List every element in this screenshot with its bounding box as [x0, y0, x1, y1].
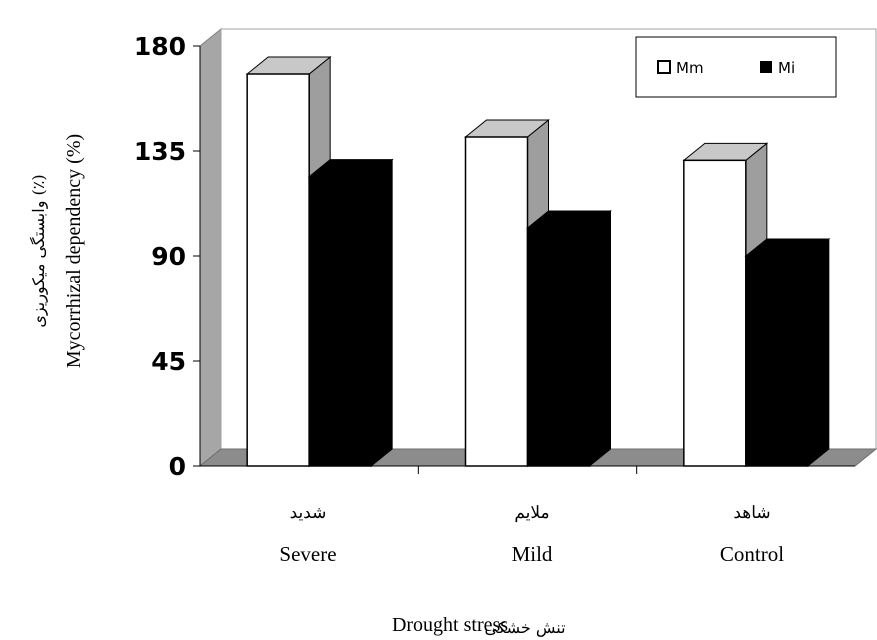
bar-mi-2 [745, 255, 809, 467]
legend-swatch-mm [657, 60, 671, 74]
bar-side-mi-0 [370, 158, 393, 468]
y-axis-title-fa: وابستگی میکوریزی (٪) [29, 174, 48, 327]
category-label-fa-0: شدید [290, 503, 327, 523]
category-label-en-2: Control [720, 542, 784, 566]
bar-mm-1 [464, 136, 529, 467]
y-tick-label: 45 [151, 347, 186, 376]
bar-side-mi-2 [807, 237, 830, 468]
bar-mm-2 [683, 159, 747, 467]
legend-label-mm: Mm [676, 59, 704, 77]
category-label-en-1: Mild [512, 542, 553, 566]
axes: 0 45 90 135 180 [134, 32, 855, 481]
category-label-fa-2: شاهد [733, 503, 770, 523]
x-axis-title-fa: تنش خشکی [484, 618, 565, 637]
bar-side-mi-1 [589, 209, 611, 468]
bars [245, 55, 831, 468]
y-axis-title: Mycorrhizal dependency (%) [63, 134, 85, 368]
y-tick-label: 0 [169, 452, 186, 481]
y-tick-label: 180 [134, 32, 186, 61]
bar-mm-0 [246, 73, 310, 467]
category-label-en-0: Severe [279, 542, 336, 566]
bar-mi-0 [308, 175, 372, 467]
legend-label-mi: Mi [778, 59, 795, 77]
side-wall [199, 27, 222, 468]
legend: Mm Mi [635, 36, 837, 98]
legend-swatch-mi [760, 61, 772, 73]
y-tick-label: 135 [134, 137, 186, 166]
category-label-fa-1: ملایم [514, 503, 549, 523]
x-axis-title: Drought stress [392, 614, 508, 636]
y-tick-label: 90 [151, 242, 186, 271]
bar-mi-1 [526, 227, 591, 467]
